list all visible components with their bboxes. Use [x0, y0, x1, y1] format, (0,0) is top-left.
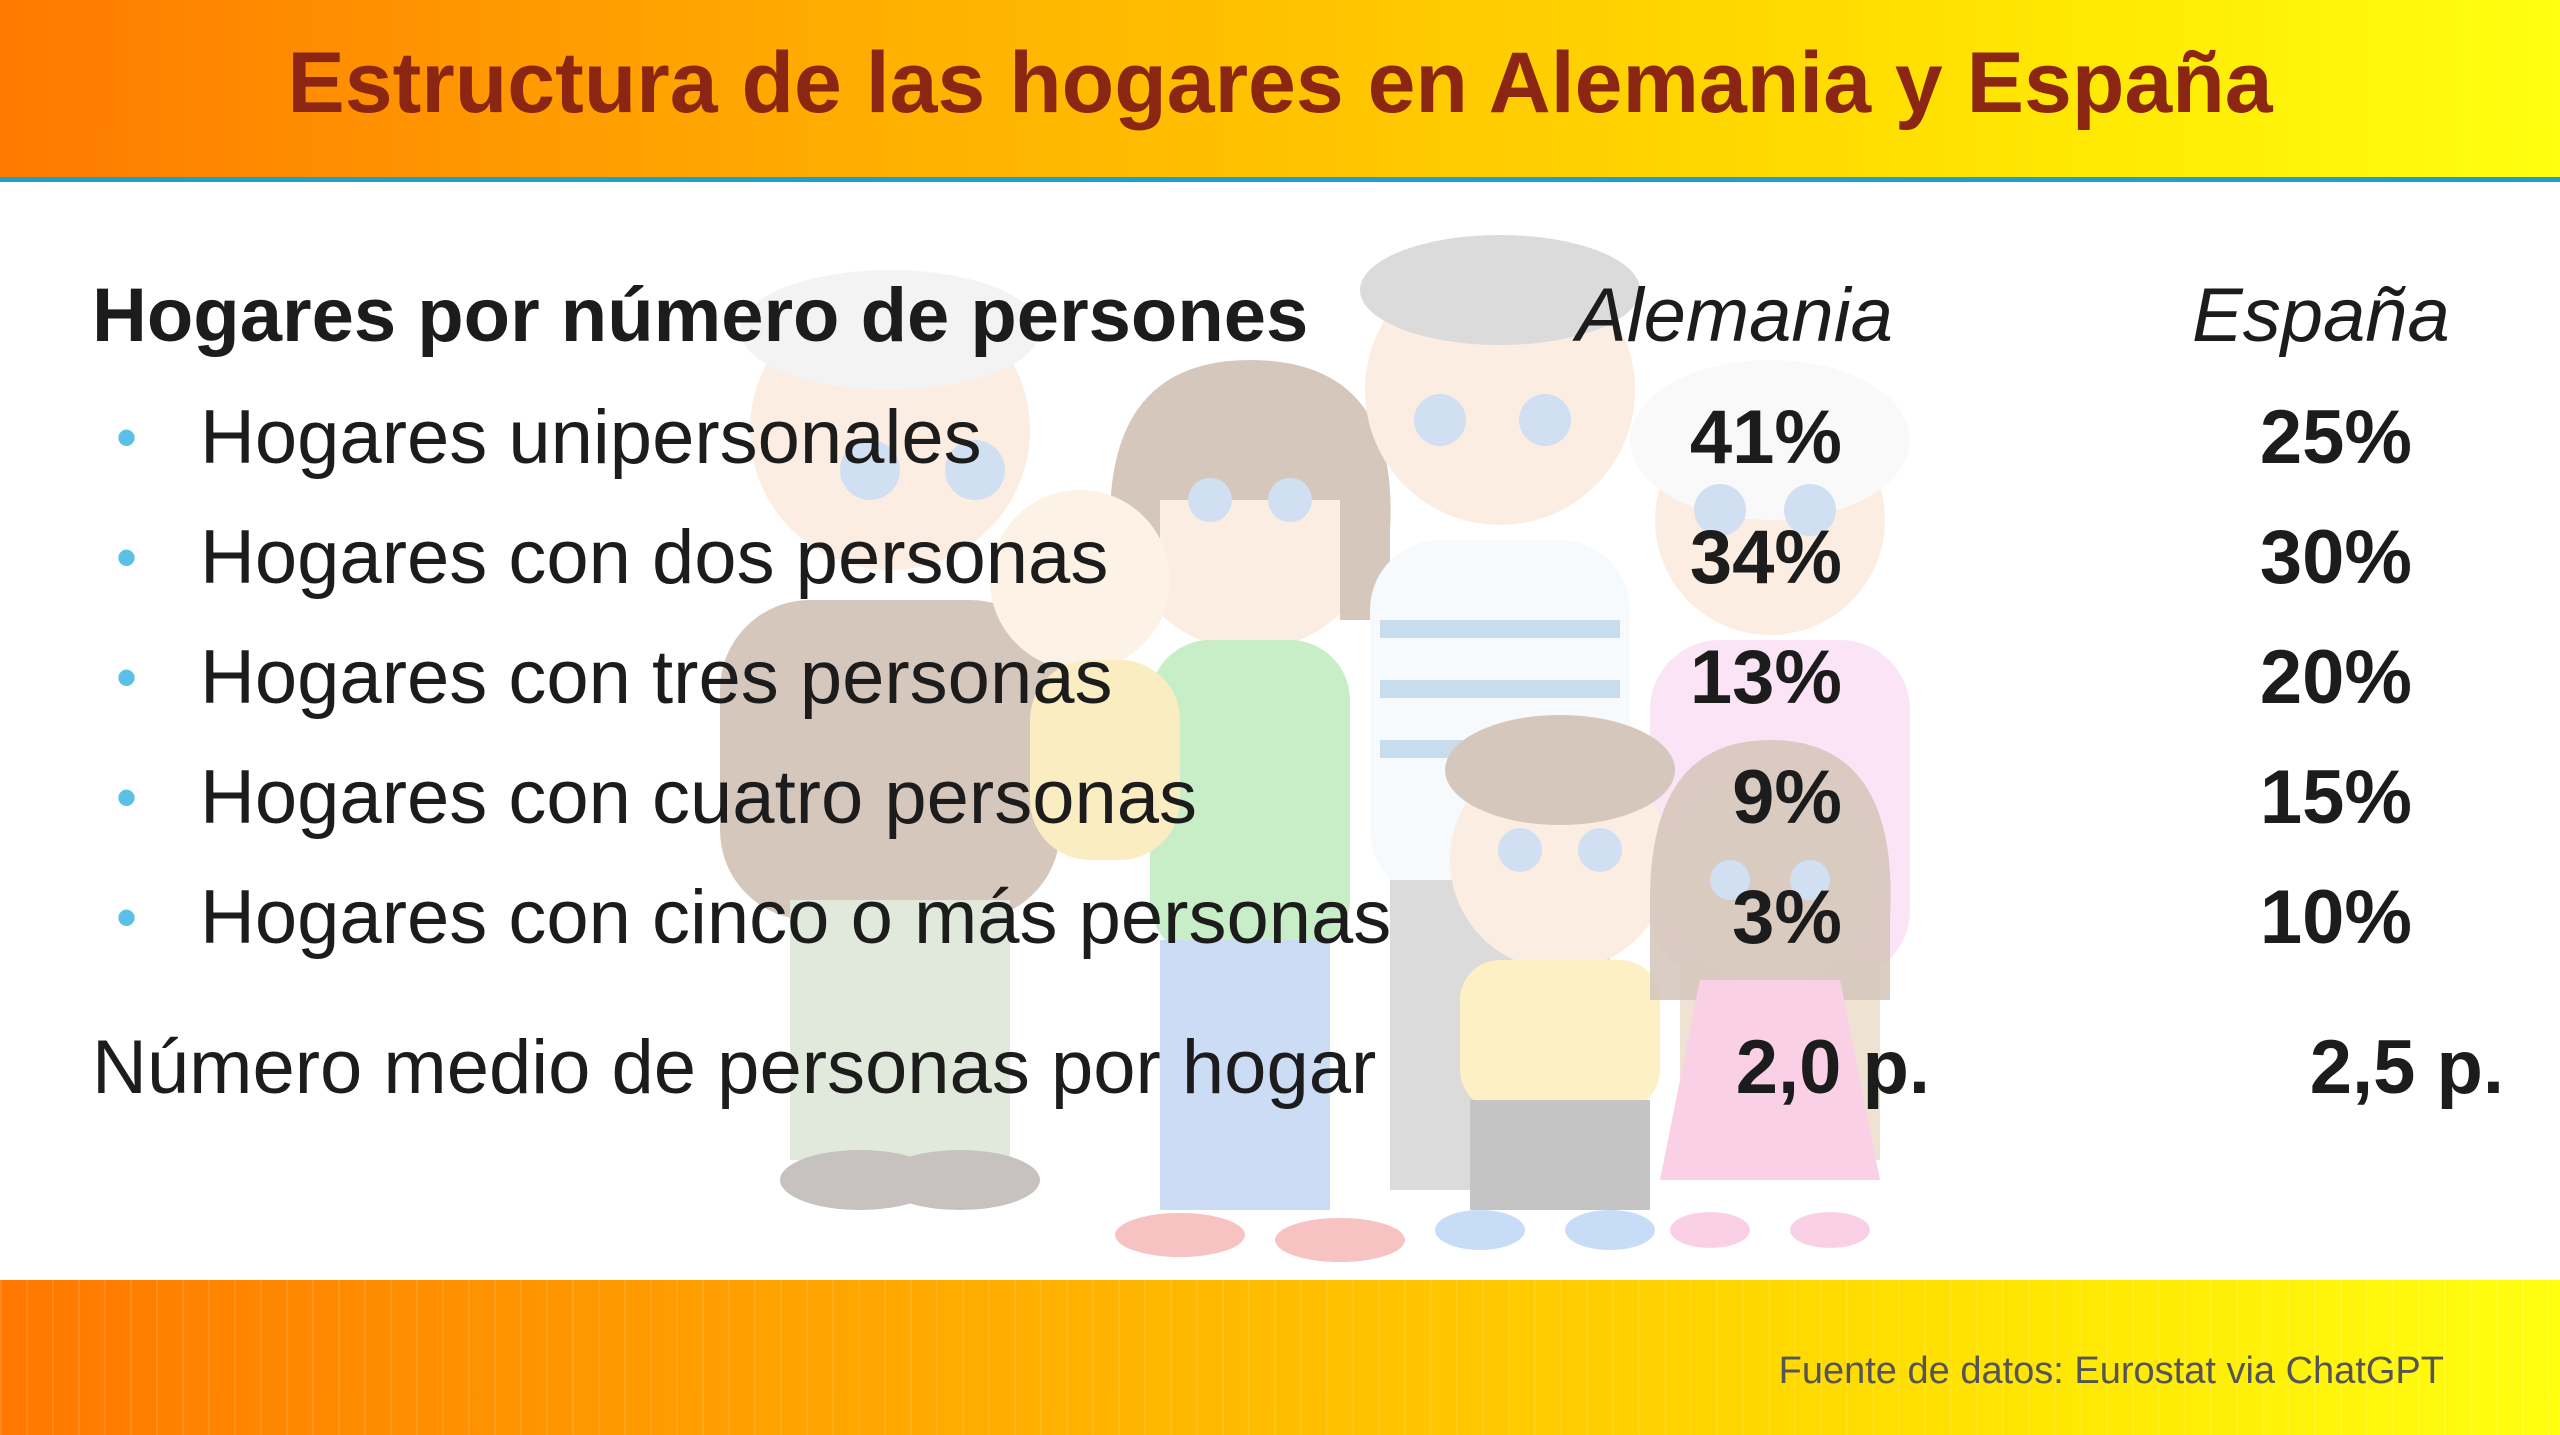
bullet-icon: • — [116, 884, 138, 951]
page-title: Estructura de las hogares en Alemania y … — [287, 35, 2273, 131]
value-espana: 10% — [2259, 875, 2412, 960]
value-alemania: 34% — [1689, 515, 1842, 600]
value-espana: 30% — [2259, 515, 2412, 600]
value-espana: 15% — [2259, 755, 2412, 840]
footer-stripes — [0, 1280, 2560, 1435]
row-label: Hogares unipersonales — [200, 395, 982, 480]
table-row: • Hogares con dos personas 34% 30% — [0, 520, 2560, 620]
bullet-icon: • — [116, 644, 138, 711]
average-row: Número medio de personas por hogar 2,0 p… — [0, 1030, 2560, 1130]
average-label: Número medio de personas por hogar — [92, 1025, 1377, 1110]
value-espana: 25% — [2259, 395, 2412, 480]
value-alemania: 3% — [1732, 875, 1842, 960]
row-label: Hogares con dos personas — [200, 515, 1109, 600]
header-alemania: Alemania — [1576, 273, 1893, 358]
row-label: Hogares con cuatro personas — [200, 755, 1198, 840]
table-header-row: Hogares por número de persones Alemania … — [0, 278, 2560, 378]
row-label: Hogares con cinco o más personas — [200, 875, 1392, 960]
row-label: Hogares con tres personas — [200, 635, 1113, 720]
value-alemania: 9% — [1732, 755, 1842, 840]
footer-banner: Fuente de datos: Eurostat via ChatGPT — [0, 1280, 2560, 1435]
table-row: • Hogares unipersonales 41% 25% — [0, 400, 2560, 500]
table-row: • Hogares con cinco o más personas 3% 10… — [0, 880, 2560, 980]
average-espana: 2,5 p. — [2309, 1025, 2504, 1110]
bullet-icon: • — [116, 524, 138, 591]
header-label: Hogares por número de persones — [92, 273, 1309, 358]
value-alemania: 41% — [1689, 395, 1842, 480]
header-espana: España — [2192, 273, 2450, 358]
table-row: • Hogares con cuatro personas 9% 15% — [0, 760, 2560, 860]
source-note: Fuente de datos: Eurostat via ChatGPT — [1778, 1350, 2444, 1392]
bullet-icon: • — [116, 764, 138, 831]
bullet-icon: • — [116, 404, 138, 471]
average-alemania: 2,0 p. — [1735, 1025, 1930, 1110]
table-row: • Hogares con tres personas 13% 20% — [0, 640, 2560, 740]
value-espana: 20% — [2259, 635, 2412, 720]
value-alemania: 13% — [1689, 635, 1842, 720]
title-banner: Estructura de las hogares en Alemania y … — [0, 0, 2560, 182]
